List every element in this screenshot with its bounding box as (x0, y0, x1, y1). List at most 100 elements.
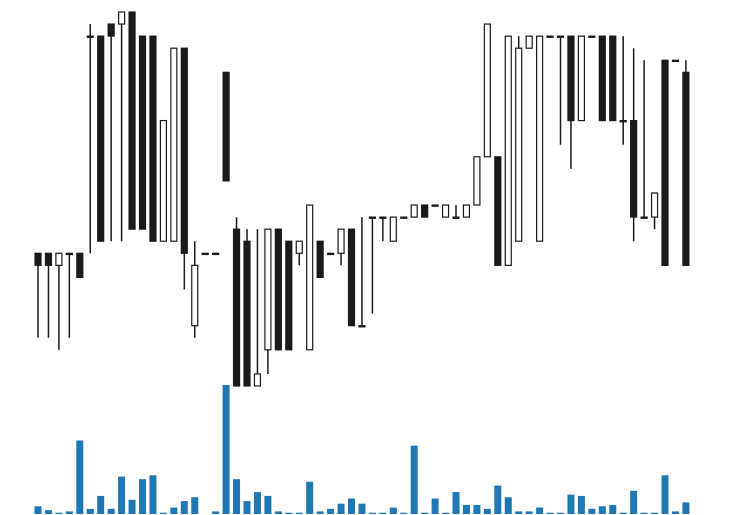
volume-bar (327, 508, 335, 514)
volume-bar (107, 508, 115, 514)
volume-bar (421, 512, 429, 514)
candle-body-down (232, 228, 241, 387)
volume-bar (682, 502, 690, 514)
volume-bar (34, 506, 42, 514)
volume-bar (295, 512, 303, 514)
volume-bar (462, 504, 470, 514)
volume-bar (651, 512, 659, 514)
candle-body-up (170, 47, 178, 242)
volume-bar (264, 495, 272, 514)
volume-bar (557, 512, 564, 514)
candle-body-down (630, 119, 638, 218)
candle-body-down (138, 35, 147, 230)
volume-bar (379, 512, 387, 514)
candle-body-down (44, 252, 53, 266)
candle-body-down (128, 11, 136, 230)
volume-bar (212, 511, 220, 514)
volume-bar (640, 512, 648, 514)
volume-bar (139, 479, 146, 514)
volume-bar (431, 498, 439, 514)
volume-bar (536, 507, 544, 514)
candle-body-up (431, 204, 439, 207)
candle-body-up (577, 35, 586, 122)
candle-body-up (525, 35, 533, 49)
volume-bar (128, 499, 136, 514)
candle-body-up (640, 216, 648, 219)
volume-bar (44, 510, 52, 514)
volume-bar (149, 475, 157, 514)
volume-bar (306, 481, 314, 514)
volume-bar (368, 512, 376, 514)
volume-bar (55, 512, 63, 514)
candle-body-up (462, 204, 471, 218)
volume-bar (159, 512, 167, 514)
candle-body-down (661, 59, 669, 266)
candle-body-up (337, 228, 345, 254)
volume-bar (97, 495, 105, 514)
candle-body-down (567, 35, 575, 122)
volume-bar (483, 508, 491, 514)
candle-body-up (86, 35, 94, 38)
candle-body-down (107, 23, 115, 37)
candle-body-up (400, 216, 408, 219)
candle-body-up (588, 35, 596, 38)
volume-bar (348, 498, 355, 514)
candle-body-up (212, 252, 220, 256)
price-candles (34, 11, 690, 387)
candle-body-up (671, 59, 680, 63)
candle-body-up (191, 264, 199, 327)
volume-bar (243, 501, 251, 514)
volume-bar (525, 511, 533, 514)
candle-body-up (389, 216, 397, 242)
volume-bar (76, 440, 84, 514)
candle-body-down (274, 228, 282, 351)
candle-body-up (535, 35, 544, 242)
volume-bar (494, 485, 502, 514)
candle-body-up (546, 35, 554, 38)
volume-bars (34, 385, 690, 514)
candle-body-up (295, 240, 303, 254)
volume-bar (191, 497, 199, 514)
candle-body-down (682, 71, 690, 266)
candle-body-up (159, 119, 167, 242)
candle-body-down (609, 35, 617, 122)
volume-bar (400, 512, 408, 514)
candle-body-down (34, 252, 42, 266)
volume-bar (170, 507, 178, 514)
candle-body-up (619, 119, 627, 123)
volume-bar (233, 479, 241, 514)
volume-bar (515, 511, 523, 514)
volume-bar (567, 494, 575, 514)
volume-bar (671, 511, 679, 514)
candle-body-up (358, 325, 366, 328)
volume-bar (609, 504, 617, 514)
candle-body-up (452, 216, 460, 219)
candle-body-up (327, 252, 335, 256)
volume-bar (86, 508, 94, 514)
candle-body-up (556, 35, 565, 38)
volume-bar (442, 512, 450, 514)
volume-bar (619, 512, 627, 514)
volume-bar (222, 385, 230, 514)
volume-bar (410, 445, 418, 514)
candle-body-up (55, 252, 63, 266)
volume-bar (65, 511, 73, 514)
candle-body-up (368, 216, 376, 219)
volume-bar (285, 512, 293, 514)
volume-bar (598, 506, 606, 514)
volume-bar (452, 492, 460, 514)
candle-body-up (65, 252, 73, 256)
candle-body-down (421, 204, 429, 218)
candle-body-up (253, 373, 262, 387)
candle-body-up (483, 23, 491, 158)
candle-body-down (494, 156, 502, 266)
volume-bar (253, 492, 261, 514)
candle-body-down (97, 35, 105, 242)
candle-body-down (76, 252, 84, 279)
candle-body-down (149, 35, 157, 242)
candle-body-down (243, 240, 251, 387)
volume-bar (358, 503, 366, 514)
candle-body-up (515, 47, 523, 242)
candle-body-down (222, 71, 230, 182)
